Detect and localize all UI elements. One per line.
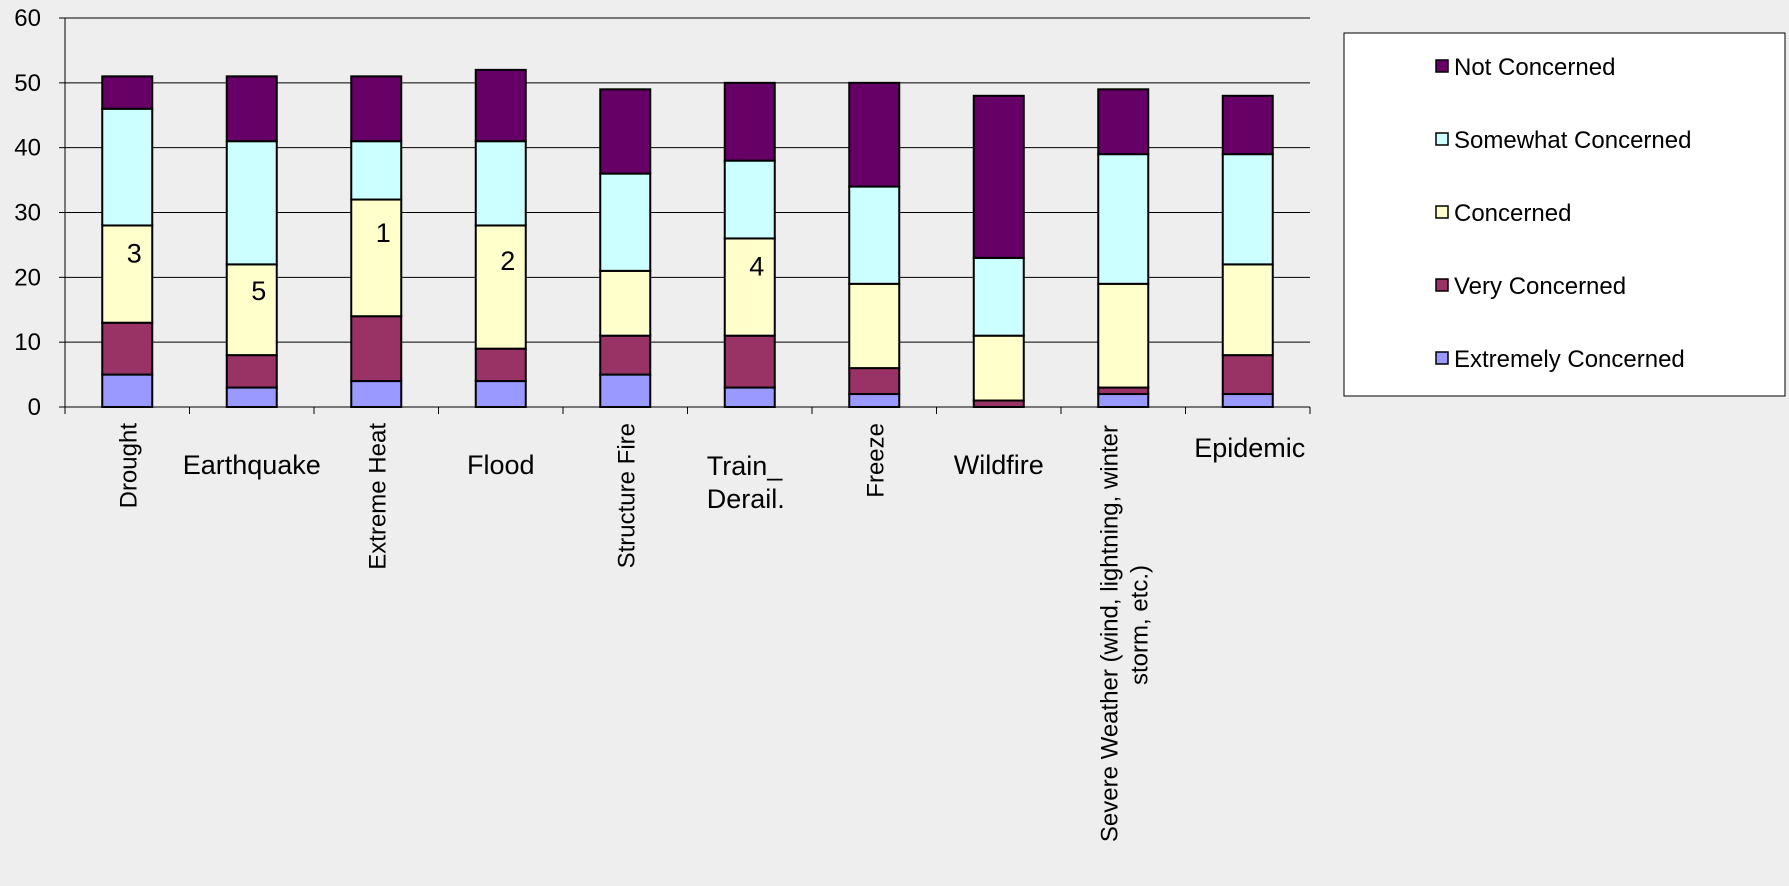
y-tick-label: 50 xyxy=(14,70,41,97)
bar-segment xyxy=(848,185,901,285)
bar-segment xyxy=(1221,354,1274,396)
bar-segment xyxy=(225,75,278,143)
legend-swatch xyxy=(1435,278,1449,292)
bar-segment xyxy=(474,347,527,383)
bar-segment xyxy=(101,373,154,409)
rank-labels: 3 5 1 2 4 xyxy=(127,218,765,306)
bar-segment xyxy=(1221,153,1274,266)
x-tick-label: Epidemic xyxy=(1194,433,1305,463)
bar-segment xyxy=(723,81,776,162)
bar-segment xyxy=(474,68,527,143)
bar-segment xyxy=(225,263,278,357)
bar-segment xyxy=(599,88,652,175)
x-tick-label: Flood xyxy=(467,450,535,480)
bar-segment xyxy=(1221,263,1274,357)
bar-segment xyxy=(225,386,278,408)
bar-segment xyxy=(1097,153,1150,285)
x-tick-label: Earthquake xyxy=(183,450,321,480)
bar-segment xyxy=(350,198,403,318)
bar-segment xyxy=(1221,393,1274,408)
legend-swatch xyxy=(1435,351,1449,365)
bar-segment xyxy=(101,321,154,376)
legend-swatch xyxy=(1435,59,1449,73)
bar-segment xyxy=(1097,88,1150,156)
bar-segment xyxy=(350,380,403,409)
rank-label: 2 xyxy=(500,246,515,276)
rank-label: 3 xyxy=(127,239,142,269)
bar-segment xyxy=(1097,393,1150,408)
bar-segment xyxy=(848,81,901,188)
rank-label: 1 xyxy=(376,218,391,248)
bar-segment xyxy=(599,334,652,376)
bar-segment xyxy=(101,107,154,227)
rank-label: 4 xyxy=(749,252,764,282)
legend-box xyxy=(1343,32,1786,397)
bar-segment xyxy=(723,159,776,240)
bar-segment xyxy=(599,269,652,337)
bar-segment xyxy=(474,140,527,227)
legend-label: Not Concerned xyxy=(1454,54,1615,81)
legend-label: Somewhat Concerned xyxy=(1454,127,1691,154)
bar-segment xyxy=(350,315,403,383)
bar-segment xyxy=(225,140,278,266)
bar-segment xyxy=(350,75,403,143)
bar-segment xyxy=(225,354,278,389)
bar-segment xyxy=(1097,282,1150,389)
x-tick-label: Extreme Heat xyxy=(364,423,391,570)
bar-segment xyxy=(599,373,652,409)
bar-segment xyxy=(723,237,776,337)
legend-label: Very Concerned xyxy=(1454,273,1626,300)
legend-label: Extremely Concerned xyxy=(1454,346,1685,373)
y-tick-label: 40 xyxy=(14,135,41,162)
bar-segment xyxy=(723,386,776,408)
bar-segment xyxy=(848,282,901,370)
bar-segment xyxy=(723,334,776,389)
x-tick-label: Severe Weather (wind, lightning, winter s… xyxy=(1096,425,1153,842)
x-tick-label: Structure Fire xyxy=(613,423,640,568)
bar-segment xyxy=(972,94,1025,259)
tick-labels: 0 10 20 30 40 50 60 Drought Earthquake Extreme He… xyxy=(14,5,1305,842)
x-tick-label: Drought xyxy=(115,423,142,509)
bar-segment xyxy=(848,393,901,408)
bar-segment xyxy=(972,334,1025,402)
y-tick-label: 60 xyxy=(14,5,41,32)
y-tick-label: 30 xyxy=(14,200,41,227)
legend: Not Concerned Somewhat Concerned Concerned… xyxy=(1343,32,1786,397)
bars xyxy=(101,68,1274,409)
axes xyxy=(59,17,1311,414)
x-tick-label: Train_ Derail. xyxy=(707,451,785,514)
bar-segment xyxy=(474,224,527,350)
bar-segment xyxy=(848,367,901,396)
bar-segment xyxy=(599,172,652,272)
x-tick-label: Wildfire xyxy=(954,450,1044,480)
y-tick-label: 10 xyxy=(14,329,41,356)
legend-swatch xyxy=(1435,205,1449,219)
y-tick-label: 0 xyxy=(28,394,41,421)
bar-segment xyxy=(350,140,403,201)
y-tick-label: 20 xyxy=(14,264,41,291)
bar-segment xyxy=(972,256,1025,337)
legend-label: Concerned xyxy=(1454,200,1571,227)
bar-segment xyxy=(101,75,154,110)
legend-swatch xyxy=(1435,132,1449,146)
bar-segment xyxy=(1221,94,1274,156)
bar-segment xyxy=(474,380,527,409)
rank-label: 5 xyxy=(251,276,266,306)
x-tick-label: Freeze xyxy=(862,423,889,498)
